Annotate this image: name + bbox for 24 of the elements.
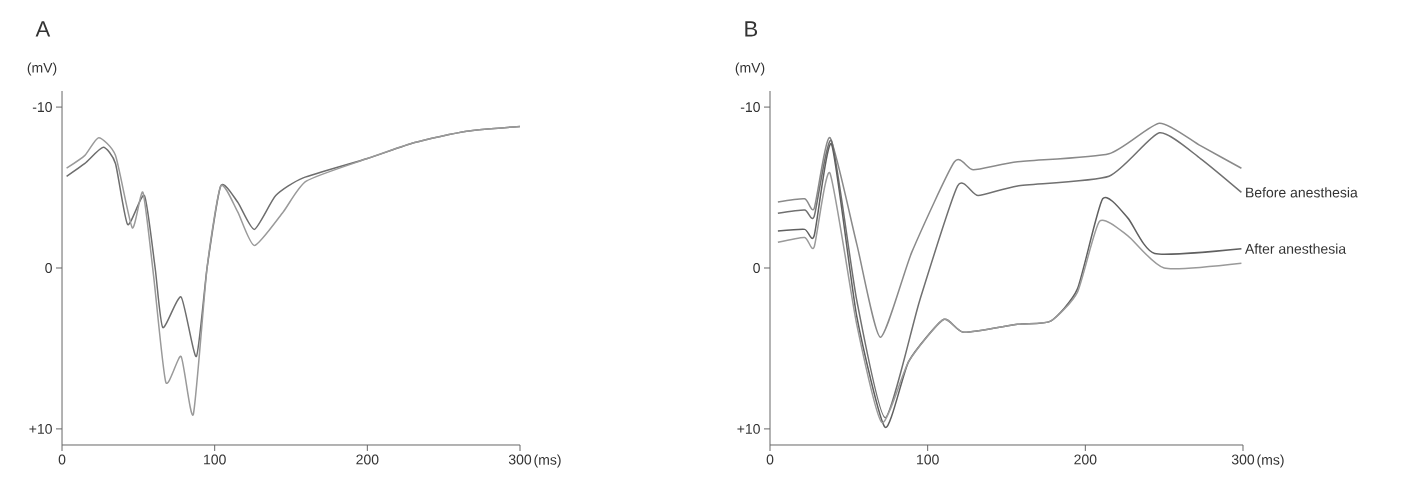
y-tick-label: +10	[737, 423, 760, 434]
x-tick-label: 300	[508, 454, 532, 465]
y-tick-label: 0	[45, 263, 52, 273]
chart-title: B	[745, 21, 758, 37]
y-axis-title: (mV)	[735, 62, 765, 76]
series-label: Before anesthesia	[1246, 187, 1358, 198]
y-tick-label: -10	[32, 102, 52, 113]
x-tick-label: 100	[917, 454, 939, 465]
x-tick-label: 200	[1074, 454, 1097, 465]
line-series	[65, 125, 521, 416]
x-axis-title: (ms)	[1257, 454, 1284, 468]
y-tick-label: +10	[29, 423, 52, 434]
x-axis-title: (ms)	[534, 454, 561, 468]
x-tick-label: 100	[204, 454, 226, 465]
y-tick-label: -10	[740, 102, 760, 113]
x-tick-label: 300	[1231, 454, 1255, 465]
x-tick-label: 200	[356, 454, 379, 465]
x-tick-label: 0	[58, 454, 66, 465]
chart-title: A	[35, 21, 51, 37]
x-tick-label: 0	[766, 454, 774, 465]
y-tick-label: 0	[753, 263, 760, 273]
series-label: After anesthesia	[1244, 243, 1347, 254]
y-axis-title: (mV)	[27, 62, 57, 76]
line-series	[777, 122, 1243, 338]
